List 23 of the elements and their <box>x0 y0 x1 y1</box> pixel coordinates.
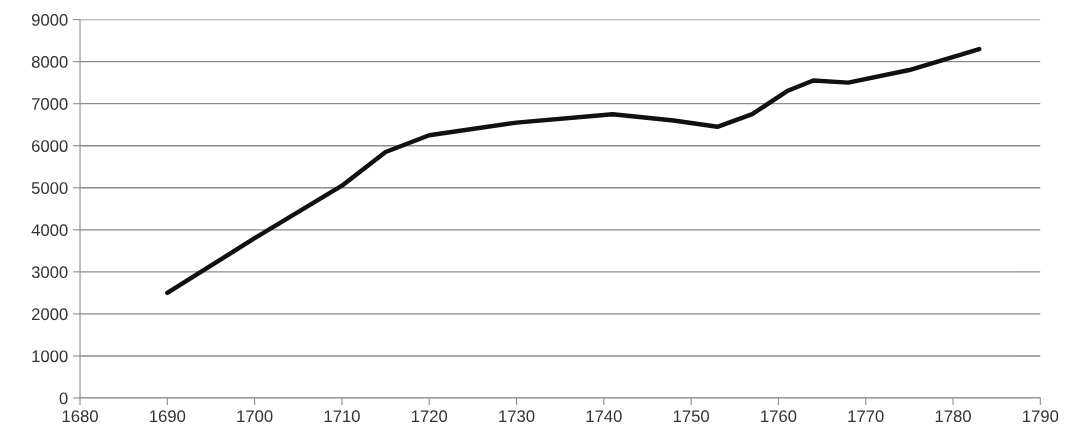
x-tick-label: 1790 <box>1023 410 1059 423</box>
x-tick-label: 1750 <box>673 410 710 423</box>
y-tick-label: 3000 <box>31 266 68 279</box>
x-tick-label: 1780 <box>935 410 971 423</box>
y-tick-label: 2000 <box>31 308 68 321</box>
x-tick-label: 1730 <box>499 410 535 423</box>
y-tick-label: 8000 <box>31 56 68 68</box>
y-tick-label: 1000 <box>32 350 68 363</box>
x-tick-label: 1690 <box>150 410 186 423</box>
y-tick-label: 5000 <box>31 182 68 194</box>
x-tick-label: 1770 <box>848 410 884 423</box>
x-tick-label: 1760 <box>761 410 797 423</box>
y-tick-label: 0 <box>59 392 68 405</box>
y-tick-label: 9000 <box>31 13 68 26</box>
x-tick-label: 1680 <box>62 410 98 423</box>
x-tick-label: 1700 <box>237 410 273 423</box>
y-tick-label: 7000 <box>32 98 68 110</box>
x-tick-label: 1740 <box>586 410 622 423</box>
line-series <box>165 46 982 296</box>
x-tick-label: 1720 <box>411 410 448 423</box>
y-tick-label: 6000 <box>31 140 68 152</box>
y-tick-label: 4000 <box>31 224 68 237</box>
x-tick-label: 1710 <box>324 410 360 423</box>
